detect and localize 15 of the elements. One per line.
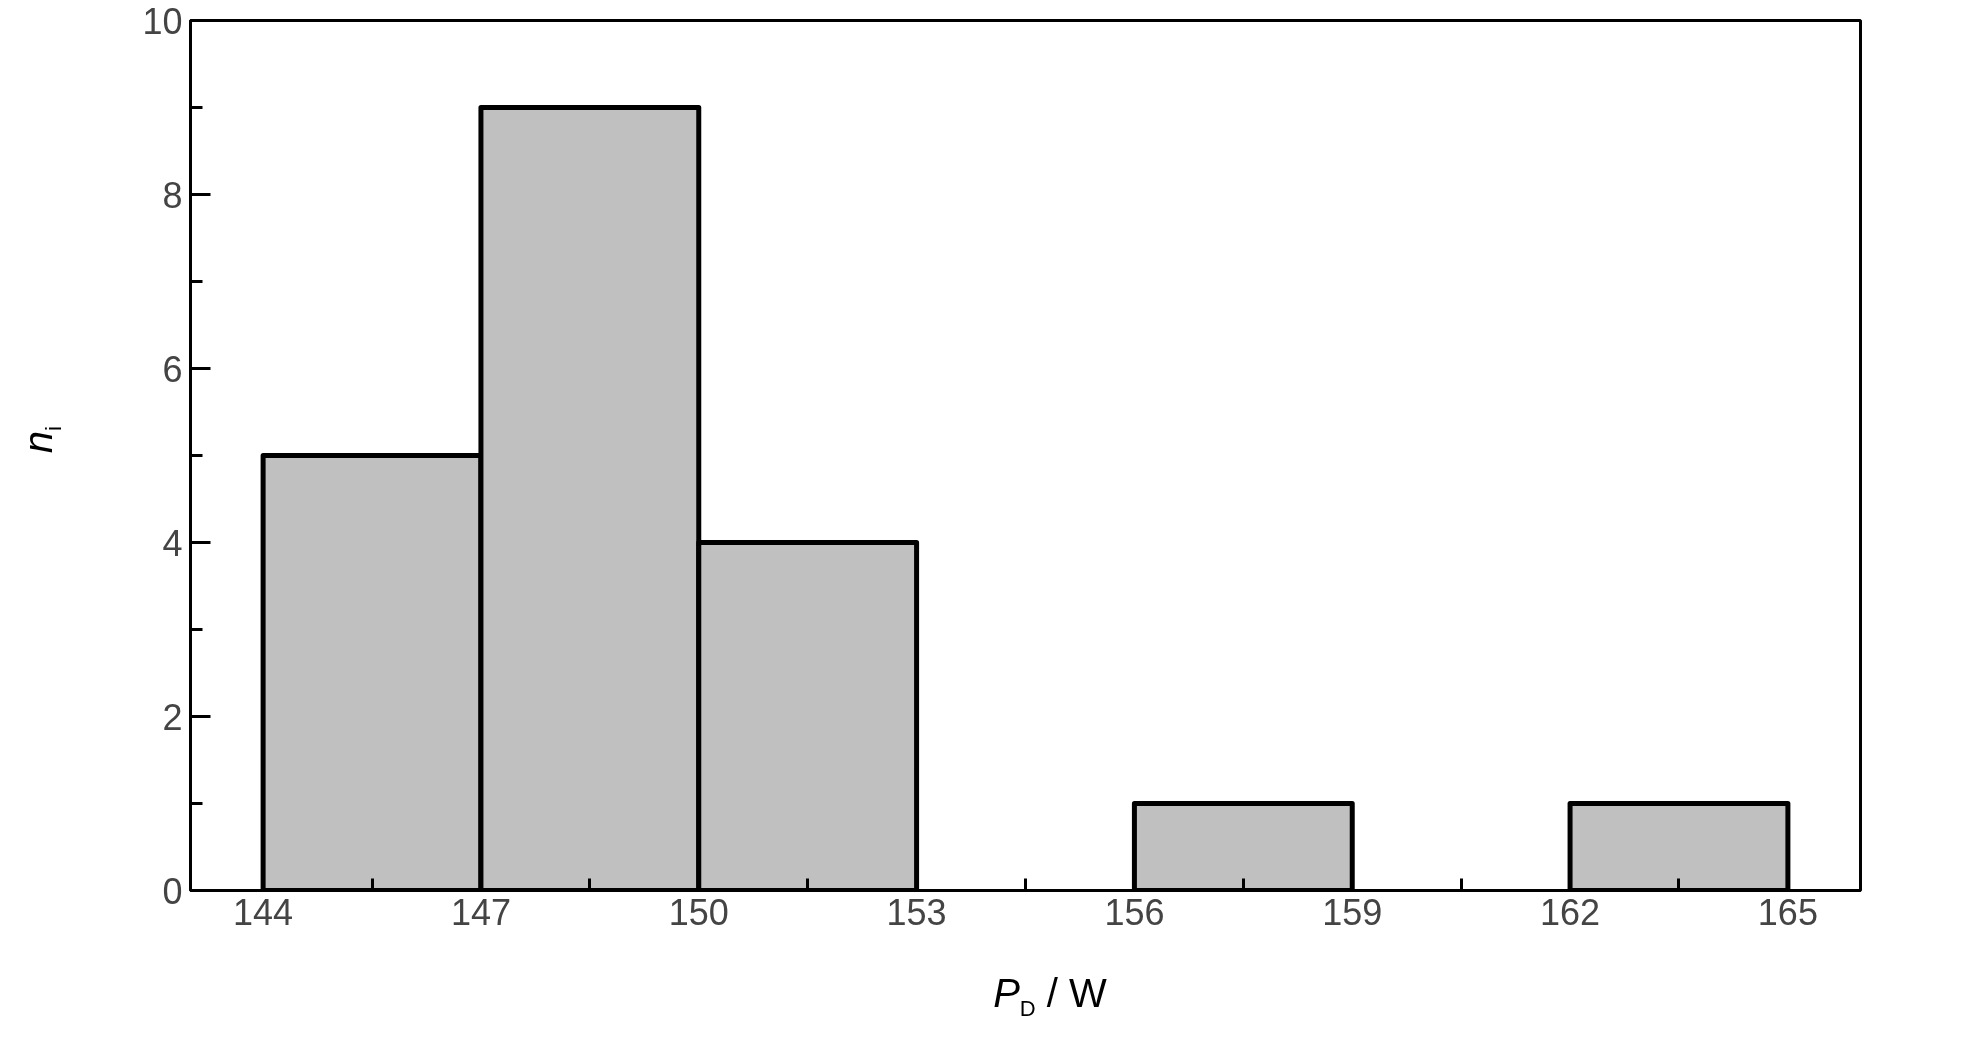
x-axis-title: P$_{D}$ / W	[993, 970, 1107, 1023]
x-tick-label: 165	[1757, 891, 1818, 933]
x-tick-label: 153	[886, 891, 947, 933]
y-tick-label: 0	[162, 870, 183, 912]
x-tick-label: 156	[1104, 891, 1165, 933]
y-tick-label: 6	[162, 348, 183, 390]
x-tick-label: 144	[233, 891, 294, 933]
x-tick-label: 147	[450, 891, 511, 933]
y-tick-label: 4	[162, 522, 183, 564]
x-tick-label: 162	[1540, 891, 1601, 933]
y-tick-label: 8	[162, 174, 183, 216]
x-tick-label: 159	[1322, 891, 1383, 933]
x-tick-label: 150	[668, 891, 729, 933]
y-tick-label: 2	[162, 696, 183, 738]
y-tick-label: 10	[142, 0, 183, 42]
